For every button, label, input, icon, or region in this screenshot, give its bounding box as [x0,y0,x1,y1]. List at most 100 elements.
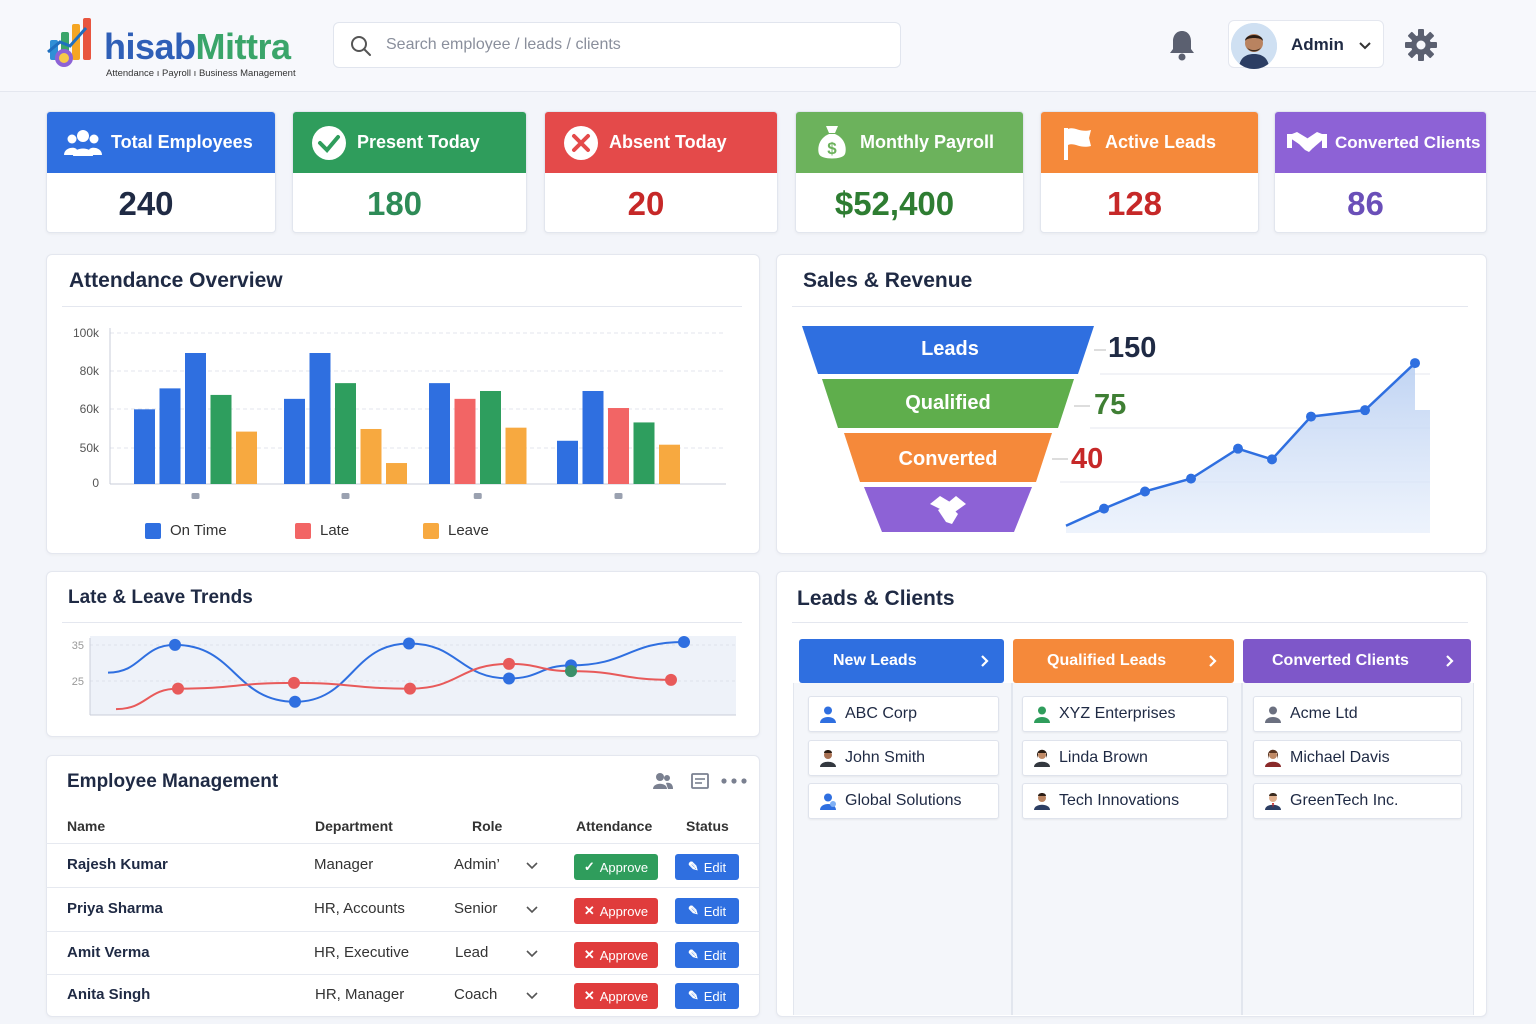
edit-label: Edit [703,947,727,963]
item-label: ABC Corp [845,705,918,722]
y-tick-label: 25 [72,676,84,688]
data-point [1233,443,1243,454]
panel-title: Sales & Revenue [803,269,973,292]
more-options-icon[interactable] [720,771,748,791]
approve-label: Approve [599,903,649,919]
notification-bell-icon[interactable] [1166,28,1198,62]
approve-button[interactable]: ✕ Approve [574,942,658,968]
svg-text:$: $ [827,139,837,158]
legend-swatch [145,522,161,539]
chevron-down-icon[interactable] [524,947,540,961]
bar [633,422,655,484]
attendance-bar-chart: 100k 80k 60k 50k 0 [73,326,726,499]
column-header-qualified-leads[interactable]: Qualified Leads [1013,639,1234,683]
chevron-down-icon [1359,42,1371,50]
employee-role: Admin’ [454,856,500,873]
users-icon [63,123,103,163]
funnel-value-leads: 150 [1108,332,1157,364]
edit-button[interactable]: ✎ Edit [675,983,739,1009]
chevron-down-icon[interactable] [524,989,540,1003]
data-point [1099,503,1109,514]
settings-gear-icon[interactable] [1404,28,1438,62]
users-icon[interactable] [652,771,674,791]
data-point [169,638,181,651]
employee-name: Priya Sharma [67,900,163,917]
edit-button[interactable]: ✎ Edit [675,942,739,968]
kpi-label: Present Today [357,132,480,152]
kpi-present-today[interactable]: Present Today 180 [292,111,527,233]
divider [792,306,1468,307]
list-item[interactable]: XYZ Enterprises [1022,696,1228,732]
x-tick-marker [614,493,623,499]
bar [659,444,680,484]
edit-button[interactable]: ✎ Edit [675,854,739,880]
search-icon [351,36,371,56]
column-header-converted-clients[interactable]: Converted Clients [1243,639,1471,683]
list-item[interactable]: Acme Ltd [1253,696,1462,732]
funnel-stage-qualified [822,379,1074,428]
list-view-icon[interactable] [690,771,710,791]
x-icon: ✕ [583,988,595,1003]
kpi-total-employees[interactable]: Total Employees 240 [46,111,276,233]
bar [185,353,206,484]
kpi-value: 180 [366,184,423,222]
data-point [1360,405,1370,416]
item-label: Acme Ltd [1290,705,1358,722]
column-header-new-leads[interactable]: New Leads [799,639,1004,683]
legend-swatch [295,522,311,539]
list-item[interactable]: Global Solutions [808,783,999,819]
brand-logo[interactable]: hisabMittra Attendance ı Payroll ı Busin… [46,16,306,82]
bar [284,398,305,484]
funnel-label-qualified: Qualified [905,392,991,414]
kanban-column-qualified-leads [1012,683,1242,1015]
approve-button[interactable]: ✕ Approve [574,898,658,924]
table-row: Amit Verma HR, Executive Lead ✕ Approve ✎… [46,931,760,974]
sales-funnel [802,326,1106,532]
y-tick-label: 0 [92,476,99,490]
list-item[interactable]: ABC Corp [808,696,999,732]
panel-title: Attendance Overview [69,269,283,292]
list-item[interactable]: Tech Innovations [1022,783,1228,819]
edit-button[interactable]: ✎ Edit [675,898,739,924]
approve-label: Approve [599,988,649,1004]
panel-title: Employee Management [67,771,279,792]
search-box[interactable] [333,22,901,68]
list-item[interactable]: Linda Brown [1022,740,1228,776]
column-header-attendance: Attendance [576,818,653,834]
list-item[interactable]: John Smith [808,740,999,776]
employee-management-panel [46,755,760,1017]
user-menu[interactable]: Admin [1228,20,1384,69]
kpi-active-leads[interactable]: Active Leads 128 [1040,111,1259,233]
late-leave-line-chart: 35 25 [72,636,736,716]
table-row: Priya Sharma HR, Accounts Senior ✕ Approv… [46,887,760,930]
table-row: Rajesh Kumar Manager Admin’ ✓ Approve ✎ Ed… [46,843,760,886]
user-name: Admin [1291,35,1344,54]
data-point [503,657,515,670]
employee-name: Amit Verma [67,944,150,961]
x-circle-icon [561,123,601,163]
bar [429,383,450,484]
kpi-header: Converted Clients [1275,112,1486,173]
kpi-value: 86 [1347,184,1384,222]
employee-role: Senior [454,900,498,917]
list-item[interactable]: Michael Davis [1253,740,1462,776]
approve-button[interactable]: ✓ Approve [574,854,658,880]
list-item[interactable]: GreenTech Inc. [1253,783,1462,819]
pencil-icon: ✎ [687,859,699,874]
kanban-column-converted-clients [1242,683,1474,1015]
search-input[interactable] [386,31,886,59]
kpi-absent-today[interactable]: Absent Today 20 [544,111,778,233]
approve-button[interactable]: ✕ Approve [574,983,658,1009]
funnel-stage-converted [844,433,1052,482]
approve-label: Approve [599,947,649,963]
kpi-monthly-payroll[interactable]: $ Monthly Payroll $52,400 [795,111,1024,233]
item-label: John Smith [845,749,926,766]
bar [134,409,155,484]
funnel-value-qualified: 75 [1094,389,1127,421]
bar [159,388,181,484]
kpi-converted-clients[interactable]: Converted Clients 86 [1274,111,1487,233]
bar [454,398,476,484]
chevron-down-icon[interactable] [524,859,540,873]
chevron-down-icon[interactable] [524,903,540,917]
data-point [1410,358,1420,369]
